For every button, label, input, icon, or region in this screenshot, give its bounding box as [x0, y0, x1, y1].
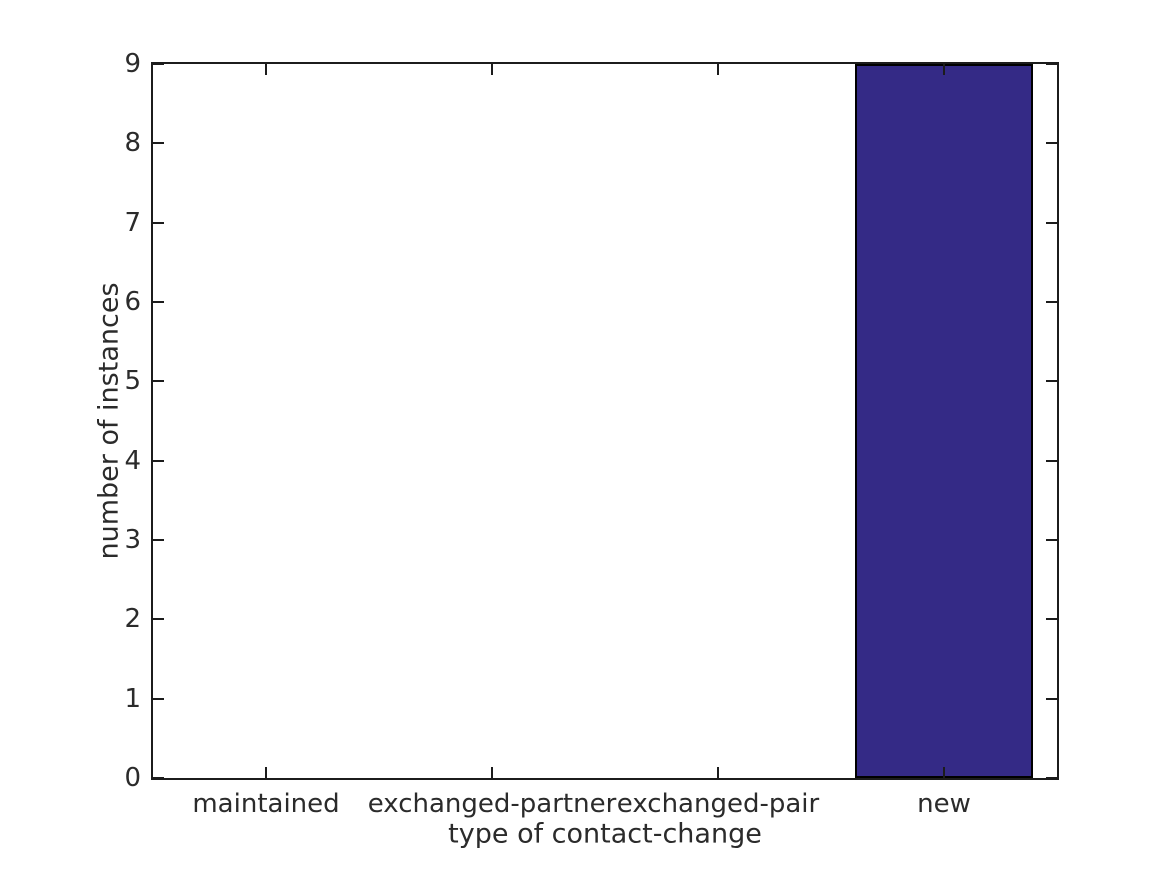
y-tick-right [1046, 697, 1057, 700]
x-tick-label-new: new [917, 789, 971, 819]
y-tick-right [1046, 221, 1057, 224]
x-tick-label-exchanged-pair: exchanged-pair [616, 789, 820, 819]
x-axis-label: type of contact-change [448, 818, 762, 850]
y-tick-left [153, 380, 164, 383]
y-tick-left [153, 221, 164, 224]
y-tick-left [153, 459, 164, 462]
y-tick-label: 1 [124, 683, 141, 714]
y-tick-right [1046, 539, 1057, 541]
x-tick-top [265, 64, 267, 75]
x-tick-bottom [717, 767, 719, 778]
y-tick-left [153, 618, 164, 621]
x-tick-label-exchanged-partner: exchanged-partner [367, 789, 617, 819]
x-tick-bottom [265, 767, 267, 778]
y-tick-label: 3 [124, 525, 141, 555]
x-tick-top [943, 64, 945, 75]
x-tick-label-maintained: maintained [192, 789, 340, 819]
y-tick-right [1046, 459, 1057, 462]
y-tick-right [1046, 301, 1057, 303]
x-tick-bottom [491, 767, 493, 778]
x-tick-bottom [943, 767, 945, 778]
y-tick-left [153, 697, 164, 700]
y-tick-label: 2 [124, 604, 141, 635]
y-axis-label: number of instances [93, 282, 125, 560]
y-tick-left [153, 142, 164, 145]
y-tick-right [1046, 63, 1057, 65]
y-tick-right [1046, 777, 1057, 779]
y-tick-label: 8 [124, 128, 141, 159]
y-tick-label: 5 [124, 366, 141, 397]
y-tick-label: 6 [124, 287, 141, 317]
y-tick-label: 7 [124, 207, 141, 238]
bar-new [854, 64, 1034, 778]
y-tick-left [153, 301, 164, 303]
x-tick-top [491, 64, 493, 75]
y-tick-label: 9 [124, 49, 141, 79]
y-tick-label: 4 [124, 445, 141, 476]
y-tick-left [153, 63, 164, 65]
y-tick-right [1046, 618, 1057, 621]
y-tick-left [153, 539, 164, 541]
y-tick-right [1046, 142, 1057, 145]
plot-area: 0 1 2 3 4 5 6 7 8 9 maintained exchanged-partner ex… [124, 49, 1059, 819]
x-tick-top [717, 64, 719, 75]
y-tick-left [153, 777, 164, 779]
y-tick-label: 0 [124, 763, 141, 793]
y-tick-right [1046, 380, 1057, 383]
